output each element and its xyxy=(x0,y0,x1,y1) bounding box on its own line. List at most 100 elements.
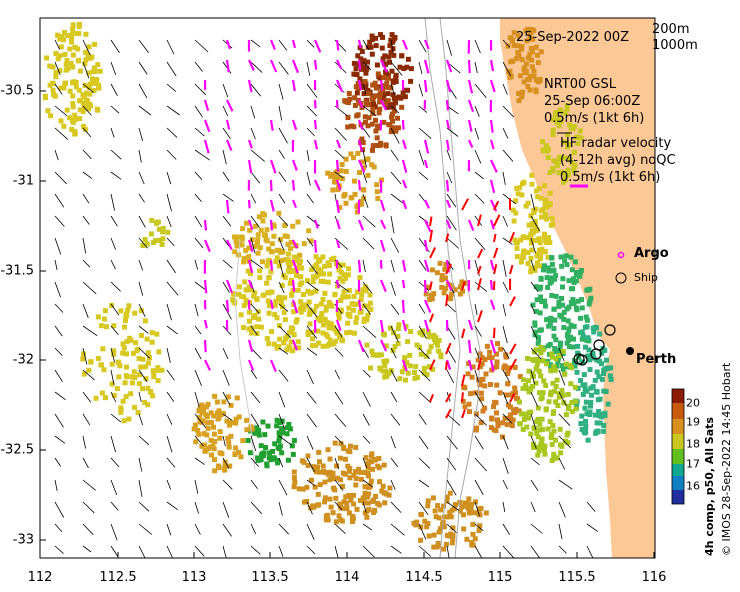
sst-pixel xyxy=(536,448,542,454)
sst-pixel xyxy=(311,464,317,470)
sst-pixel xyxy=(310,336,315,342)
sst-pixel xyxy=(563,177,569,183)
hf-vector xyxy=(489,59,495,72)
hf-vector xyxy=(291,59,300,74)
sst-pixel xyxy=(165,229,171,235)
sst-pixel xyxy=(460,288,465,294)
sst-pixel xyxy=(426,533,432,539)
sst-pixel xyxy=(442,266,448,272)
sst-pixel xyxy=(559,296,564,301)
sst-pixel xyxy=(436,337,442,343)
sst-pixel xyxy=(558,118,564,124)
sst-pixel xyxy=(123,373,129,379)
model-vector xyxy=(418,259,427,271)
sst-pixel xyxy=(561,309,567,315)
sst-pixel xyxy=(380,56,386,62)
hf-line3: 0.5m/s (1kt 6h) xyxy=(560,170,661,185)
hf-radar-vector xyxy=(429,359,436,371)
sst-pixel xyxy=(549,317,555,322)
sst-pixel xyxy=(512,410,518,416)
model-vector xyxy=(418,523,427,540)
sst-pixel xyxy=(337,204,343,210)
sst-pixel xyxy=(557,442,563,448)
sst-pixel xyxy=(385,75,391,81)
sst-pixel xyxy=(507,74,513,80)
model-vector xyxy=(502,479,508,490)
sst-pixel xyxy=(568,334,574,340)
lat-tick: -30.5 xyxy=(0,83,34,99)
sst-pixel xyxy=(504,392,509,398)
sst-pixel xyxy=(212,439,218,444)
hf-vector xyxy=(380,59,388,73)
sst-pixel xyxy=(492,399,498,405)
sst-pixel xyxy=(362,79,368,84)
sst-pixel xyxy=(505,381,511,387)
sst-pixel xyxy=(432,508,438,514)
sst-pixel xyxy=(357,76,363,82)
sst-pixel xyxy=(317,469,323,475)
sst-pixel xyxy=(315,328,321,334)
sst-pixel xyxy=(377,94,383,100)
sst-pixel xyxy=(338,168,344,174)
sst-pixel xyxy=(254,430,259,436)
hf-vector xyxy=(335,279,340,289)
sst-pixel xyxy=(458,284,463,290)
sst-pixel xyxy=(556,394,562,400)
model-vector xyxy=(390,369,398,382)
sst-pixel xyxy=(513,406,519,412)
model-vector xyxy=(278,259,285,278)
sst-pixel xyxy=(568,300,574,305)
model-vector xyxy=(222,369,230,386)
sst-pixel xyxy=(536,368,542,374)
sst-pixel xyxy=(437,526,443,532)
sst-pixel xyxy=(325,260,331,266)
sst-pixel xyxy=(239,242,245,248)
sst-pixel xyxy=(200,418,206,424)
sst-pixel xyxy=(566,326,572,332)
sst-pixel xyxy=(539,395,545,401)
model-vector xyxy=(166,61,177,77)
sst-pixel xyxy=(336,513,342,519)
sst-pixel xyxy=(95,355,101,361)
sst-pixel xyxy=(367,484,373,490)
sst-pixel xyxy=(550,132,556,137)
sst-pixel xyxy=(48,113,54,119)
sst-pixel xyxy=(304,278,310,284)
isobath-1000m xyxy=(424,18,461,558)
model-vector xyxy=(390,237,400,253)
sst-pixel xyxy=(435,503,441,509)
sst-pixel xyxy=(527,73,533,79)
sst-pixel xyxy=(367,39,373,45)
sst-pixel xyxy=(363,67,369,72)
hf-vector xyxy=(445,179,450,192)
hf-vector xyxy=(335,159,340,172)
sst-pixel xyxy=(341,294,347,300)
sst-pixel xyxy=(323,307,329,313)
model-vector xyxy=(530,413,537,430)
sst-pixel xyxy=(111,323,117,329)
model-vector xyxy=(334,149,345,159)
sst-pixel xyxy=(317,482,323,488)
model-vector xyxy=(82,281,97,295)
sst-pixel xyxy=(393,128,399,134)
model-vector xyxy=(222,149,227,165)
sst-pixel xyxy=(249,330,254,336)
sst-pixel xyxy=(269,249,275,255)
sst-pixel xyxy=(392,35,398,40)
sst-pixel xyxy=(584,324,590,330)
sst-pixel xyxy=(359,292,365,298)
model-vector xyxy=(418,105,428,113)
model-vector xyxy=(138,61,148,75)
sst-pixel xyxy=(285,268,291,274)
model-vector xyxy=(390,457,399,468)
sst-pixel xyxy=(341,193,347,199)
sst-pixel xyxy=(77,107,83,113)
hf-vector xyxy=(467,339,472,354)
model-vector xyxy=(530,303,536,314)
sst-pixel xyxy=(86,70,92,76)
sst-pixel xyxy=(291,438,297,443)
sst-pixel xyxy=(550,380,556,386)
hf-radar-vector xyxy=(429,313,435,323)
model-vector xyxy=(306,193,314,204)
sst-pixel xyxy=(233,445,239,451)
